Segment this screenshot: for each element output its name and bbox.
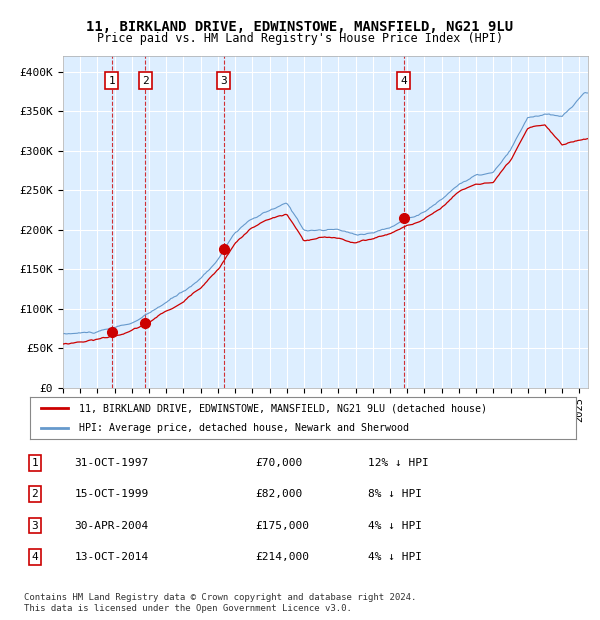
Text: 15-OCT-1999: 15-OCT-1999 (74, 489, 149, 499)
Text: HPI: Average price, detached house, Newark and Sherwood: HPI: Average price, detached house, Newa… (79, 423, 409, 433)
Text: 4: 4 (32, 552, 38, 562)
Text: 4% ↓ HPI: 4% ↓ HPI (368, 552, 422, 562)
Text: 30-APR-2004: 30-APR-2004 (74, 521, 149, 531)
Text: Price paid vs. HM Land Registry's House Price Index (HPI): Price paid vs. HM Land Registry's House … (97, 32, 503, 45)
Text: 2: 2 (142, 76, 149, 86)
Text: 12% ↓ HPI: 12% ↓ HPI (368, 458, 428, 468)
Text: 3: 3 (220, 76, 227, 86)
Text: 11, BIRKLAND DRIVE, EDWINSTOWE, MANSFIELD, NG21 9LU: 11, BIRKLAND DRIVE, EDWINSTOWE, MANSFIEL… (86, 20, 514, 34)
Text: 8% ↓ HPI: 8% ↓ HPI (368, 489, 422, 499)
Text: Contains HM Land Registry data © Crown copyright and database right 2024.
This d: Contains HM Land Registry data © Crown c… (24, 593, 416, 613)
Text: 31-OCT-1997: 31-OCT-1997 (74, 458, 149, 468)
Text: £214,000: £214,000 (255, 552, 309, 562)
Text: 2: 2 (32, 489, 38, 499)
Text: 1: 1 (109, 76, 115, 86)
Text: 11, BIRKLAND DRIVE, EDWINSTOWE, MANSFIELD, NG21 9LU (detached house): 11, BIRKLAND DRIVE, EDWINSTOWE, MANSFIEL… (79, 403, 487, 413)
Text: £70,000: £70,000 (255, 458, 302, 468)
Text: 4: 4 (400, 76, 407, 86)
Text: £82,000: £82,000 (255, 489, 302, 499)
Text: 3: 3 (32, 521, 38, 531)
Text: £175,000: £175,000 (255, 521, 309, 531)
Text: 1: 1 (32, 458, 38, 468)
Text: 13-OCT-2014: 13-OCT-2014 (74, 552, 149, 562)
Text: 4% ↓ HPI: 4% ↓ HPI (368, 521, 422, 531)
